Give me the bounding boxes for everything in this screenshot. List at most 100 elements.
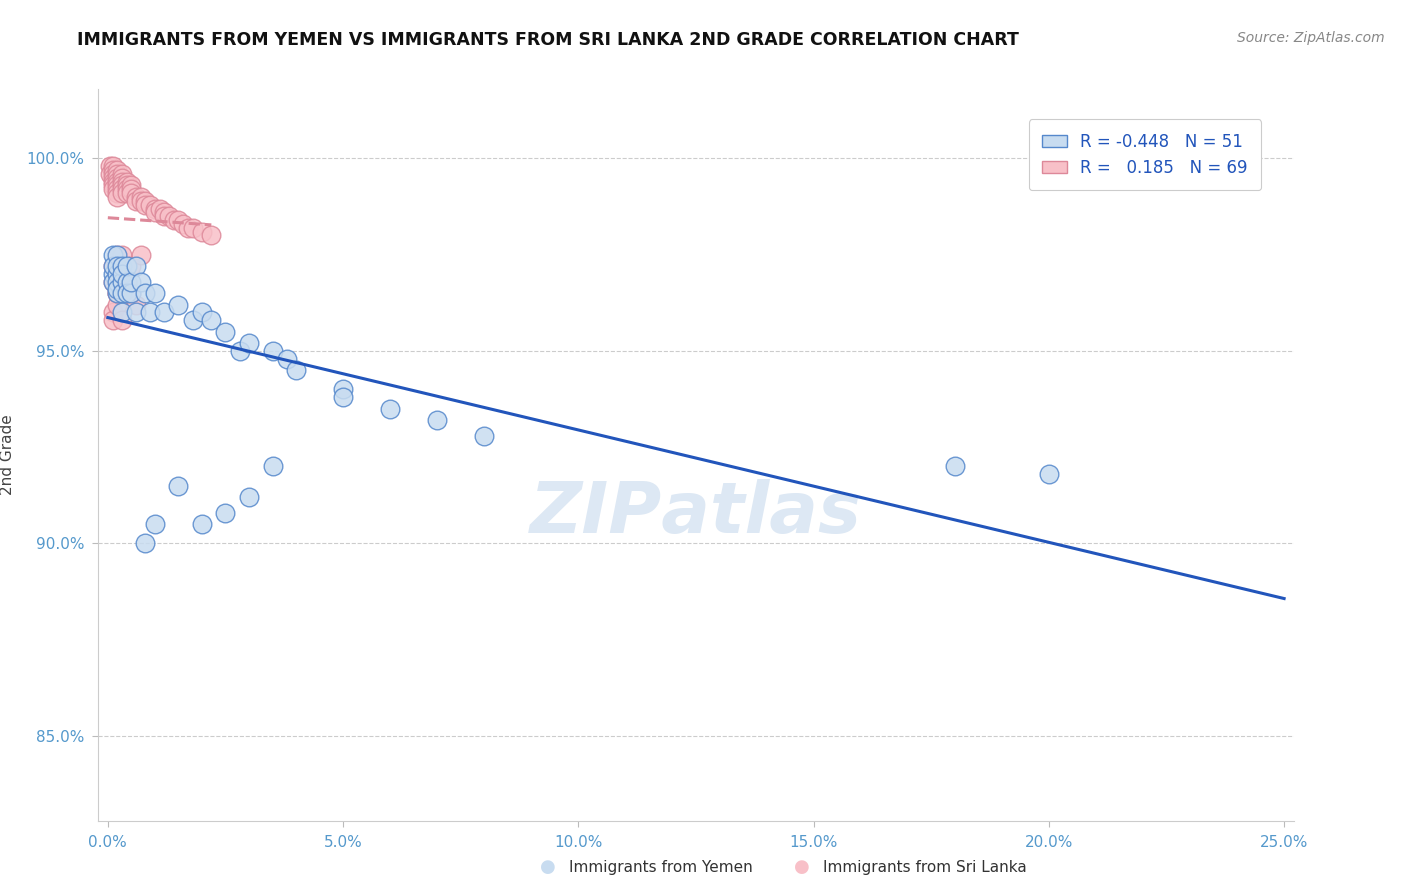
Point	[129, 275, 152, 289]
Point	[115, 175, 138, 189]
Point	[101, 170, 124, 185]
Point	[111, 267, 134, 281]
Point	[111, 305, 134, 319]
Point	[134, 197, 156, 211]
Text: Immigrants from Yemen: Immigrants from Yemen	[569, 860, 754, 874]
Point	[181, 313, 204, 327]
Point	[120, 286, 142, 301]
Point	[101, 248, 124, 262]
Point	[153, 205, 176, 219]
Point	[111, 248, 134, 262]
Point	[285, 363, 308, 377]
Point	[129, 190, 152, 204]
Point	[111, 175, 134, 189]
Point	[191, 225, 214, 239]
Point	[105, 170, 128, 185]
Point	[125, 194, 148, 208]
Point	[153, 305, 176, 319]
Point	[105, 282, 128, 296]
Point	[115, 178, 138, 193]
Point	[238, 490, 260, 504]
Text: IMMIGRANTS FROM YEMEN VS IMMIGRANTS FROM SRI LANKA 2ND GRADE CORRELATION CHART: IMMIGRANTS FROM YEMEN VS IMMIGRANTS FROM…	[77, 31, 1019, 49]
Point	[120, 275, 142, 289]
Point	[105, 175, 128, 189]
Y-axis label: 2nd Grade: 2nd Grade	[0, 415, 15, 495]
Point	[125, 190, 148, 204]
Point	[105, 190, 128, 204]
Point	[157, 209, 180, 223]
Point	[98, 159, 121, 173]
Point	[105, 248, 128, 262]
Point	[143, 286, 166, 301]
Point	[262, 343, 284, 358]
Point	[115, 275, 138, 289]
Point	[120, 260, 142, 274]
Point	[105, 178, 128, 193]
Point	[101, 175, 124, 189]
Point	[111, 167, 134, 181]
Point	[214, 506, 236, 520]
Point	[332, 390, 354, 404]
Point	[125, 260, 148, 274]
Point	[105, 182, 128, 196]
Point	[101, 159, 124, 173]
Point	[134, 286, 156, 301]
Point	[1038, 467, 1060, 482]
Point	[143, 205, 166, 219]
Point	[115, 286, 138, 301]
Point	[172, 217, 194, 231]
Point	[163, 213, 186, 227]
Point	[115, 186, 138, 201]
Legend: R = -0.448   N = 51, R =   0.185   N = 69: R = -0.448 N = 51, R = 0.185 N = 69	[1029, 120, 1261, 191]
Point	[332, 383, 354, 397]
Point	[105, 267, 128, 281]
Point	[472, 428, 495, 442]
Text: ●: ●	[540, 858, 557, 876]
Point	[191, 305, 214, 319]
Point	[129, 194, 152, 208]
Point	[105, 260, 128, 274]
Point	[143, 202, 166, 216]
Point	[167, 298, 190, 312]
Point	[115, 275, 138, 289]
Point	[111, 260, 134, 274]
Point	[120, 286, 142, 301]
Point	[276, 351, 298, 366]
Point	[105, 286, 128, 301]
Point	[134, 194, 156, 208]
Point	[111, 313, 134, 327]
Point	[101, 260, 124, 274]
Point	[105, 267, 128, 281]
Point	[111, 267, 134, 281]
Point	[120, 186, 142, 201]
Point	[101, 267, 124, 281]
Point	[181, 220, 204, 235]
Text: ZIP​atlas: ZIP​atlas	[530, 479, 862, 548]
Point	[105, 167, 128, 181]
Point	[111, 178, 134, 193]
Point	[101, 167, 124, 181]
Point	[200, 228, 222, 243]
Point	[262, 459, 284, 474]
Point	[111, 267, 134, 281]
Point	[111, 182, 134, 196]
Point	[139, 305, 162, 319]
Point	[101, 178, 124, 193]
Point	[105, 286, 128, 301]
Text: Source: ZipAtlas.com: Source: ZipAtlas.com	[1237, 31, 1385, 45]
Point	[149, 202, 172, 216]
Point	[105, 163, 128, 178]
Point	[125, 298, 148, 312]
Point	[101, 275, 124, 289]
Point	[134, 536, 156, 550]
Point	[98, 167, 121, 181]
Point	[153, 209, 176, 223]
Point	[143, 517, 166, 532]
Point	[101, 275, 124, 289]
Point	[167, 213, 190, 227]
Point	[101, 182, 124, 196]
Point	[105, 286, 128, 301]
Point	[129, 248, 152, 262]
Point	[115, 260, 138, 274]
Point	[115, 275, 138, 289]
